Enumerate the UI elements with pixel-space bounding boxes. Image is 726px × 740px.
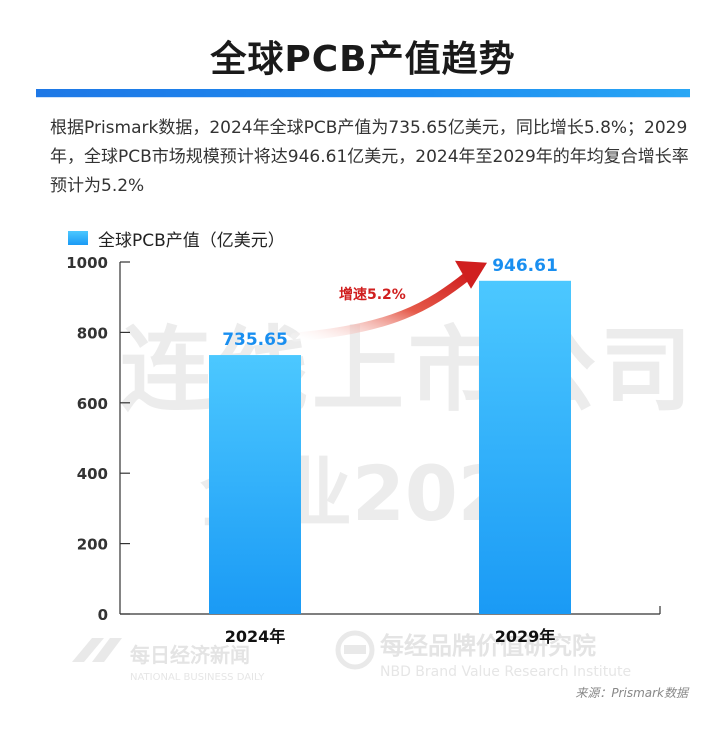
title-underline-thin <box>36 97 690 98</box>
y-tick-label: 1000 <box>66 254 108 272</box>
y-tick-label: 800 <box>77 324 108 342</box>
y-tick-label: 400 <box>77 465 108 483</box>
watermark-brand1-en: NATIONAL BUSINESS DAILY <box>130 672 265 683</box>
summary-text: 根据Prismark数据，2024年全球PCB产值为735.65亿美元，同比增长… <box>50 118 689 196</box>
y-tick-label: 600 <box>77 395 108 413</box>
growth-annotation: 增速5.2% <box>339 286 406 303</box>
x-tick-label: 2024年 <box>225 627 286 646</box>
chart-legend: 全球PCB产值（亿美元） <box>68 228 285 251</box>
data-label: 946.61 <box>492 256 558 276</box>
data-label: 735.65 <box>222 330 288 350</box>
growth-arrow-head <box>455 260 487 289</box>
bar-2029年 <box>479 280 571 614</box>
x-tick-label: 2029年 <box>495 627 556 646</box>
y-tick-label: 0 <box>98 606 108 624</box>
title-underline <box>36 89 690 97</box>
growth-arrow <box>290 270 474 342</box>
page-title: 全球PCB产值趋势 <box>210 39 516 80</box>
bar-2024年 <box>209 355 301 614</box>
watermark-brand2-en: NBD Brand Value Research Institute <box>380 664 631 680</box>
bar-chart: 0 200 400 600 800 1000 735.65 2024年 946.61 2029年… <box>66 254 661 646</box>
y-tick-label: 200 <box>77 536 108 554</box>
legend-swatch <box>68 231 88 245</box>
source-note: 来源：Prismark数据 <box>575 686 688 700</box>
legend-label: 全球PCB产值（亿美元） <box>98 230 285 251</box>
